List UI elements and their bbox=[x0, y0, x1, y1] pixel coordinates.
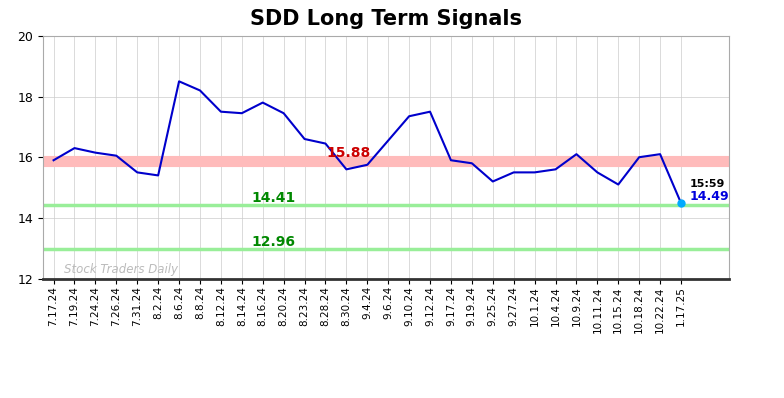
Title: SDD Long Term Signals: SDD Long Term Signals bbox=[250, 9, 522, 29]
Text: 15:59: 15:59 bbox=[689, 179, 724, 189]
Text: 15.88: 15.88 bbox=[326, 146, 371, 160]
Text: 14.49: 14.49 bbox=[689, 190, 729, 203]
Text: Stock Traders Daily: Stock Traders Daily bbox=[64, 263, 178, 276]
Text: 12.96: 12.96 bbox=[251, 234, 296, 248]
Text: 14.41: 14.41 bbox=[251, 191, 296, 205]
